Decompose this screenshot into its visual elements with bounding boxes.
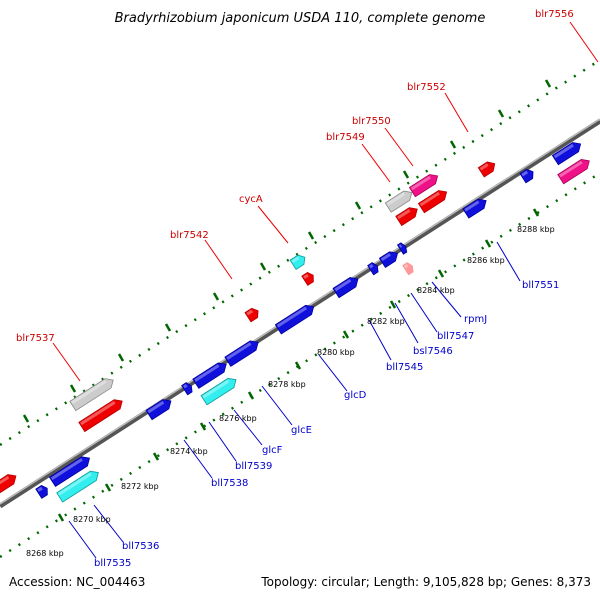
bll7536-gene (48, 456, 91, 488)
tick-marks (57, 208, 540, 522)
gene-label-blr7537: blr7537 (16, 333, 55, 344)
gene-label-cycA: cycA (239, 194, 263, 205)
leader-bll7547 (410, 292, 438, 333)
blr7549-arrow (384, 190, 413, 213)
gene-label-bll7551: bll7551 (522, 280, 559, 291)
gene-features (0, 142, 590, 503)
gene-label-bll7538: bll7538 (211, 478, 248, 489)
forward-tick-marks (22, 79, 552, 423)
blr7552-arrow (477, 161, 496, 178)
leader-glcD (318, 354, 348, 392)
bll7547-gene (396, 242, 408, 255)
leader-blr7537 (52, 342, 81, 382)
blr7537-gene (78, 399, 123, 433)
tick-label: 8288 kbp (517, 225, 555, 234)
leader-lines (52, 21, 599, 559)
tick-label: 8276 kbp (219, 414, 257, 423)
leader-bll7538 (183, 439, 213, 479)
gene-blue-small-42 (35, 485, 48, 499)
gene-blue-3 (462, 198, 487, 219)
rpmJ-gene (402, 262, 414, 276)
blr7537-gray (69, 378, 114, 412)
gene-red-2 (395, 207, 418, 227)
leader-bsl7546 (394, 302, 419, 344)
bll7551-gene (378, 251, 399, 269)
gene-label-bll7536: bll7536 (122, 541, 159, 552)
accession-text: Accession: NC_004463 (9, 575, 145, 589)
gene-label-bsl7546: bsl7546 (413, 346, 453, 357)
forward-dotted-track (0, 58, 600, 447)
gene-blue-160 (145, 399, 172, 421)
tick-label: 8268 kbp (26, 549, 64, 558)
gene-label-bll7539: bll7539 (235, 461, 272, 472)
blr7556-arrow (557, 159, 590, 185)
gene-label-blr7556: blr7556 (535, 9, 574, 20)
blr7542-gene (244, 307, 259, 323)
bll7545-gene (332, 277, 359, 299)
glcF-gene (192, 362, 227, 389)
bsl7546-gene (367, 262, 379, 276)
gene-red-cyc (301, 272, 314, 286)
leader-blr7552 (444, 92, 469, 133)
bll7535-gene (56, 470, 99, 503)
gene-label-glcE: glcE (291, 425, 312, 436)
leader-bll7545 (368, 319, 392, 361)
leader-blr7542 (204, 239, 233, 280)
gene-label-blr7549: blr7549 (326, 132, 365, 143)
cycA-gene (289, 254, 306, 270)
gene-label-glcD: glcD (344, 390, 367, 401)
gene-label-blr7542: blr7542 (170, 230, 209, 241)
summary-text: Topology: circular; Length: 9,105,828 bp… (260, 575, 591, 589)
gene-red-left (0, 474, 17, 496)
tick-label: 8284 kbp (417, 286, 455, 295)
tick-label: 8272 kbp (121, 482, 159, 491)
gene-label-rpmJ: rpmJ (464, 314, 487, 325)
gene-small-blue-1 (519, 168, 534, 184)
leader-bll7551 (496, 241, 521, 282)
leader-rpmJ (431, 281, 462, 318)
tick-label: 8274 kbp (170, 447, 208, 456)
map-title: Bradyrhizobium japonicum USDA 110, compl… (115, 11, 486, 26)
leader-cycA (257, 205, 289, 244)
tick-label: 8286 kbp (467, 256, 505, 265)
bll7538-gene (181, 382, 193, 396)
glcE-gene (224, 340, 259, 367)
gene-label-blr7550: blr7550 (352, 116, 391, 127)
leader-glcF (233, 409, 263, 446)
leader-bll7535 (68, 520, 97, 559)
gene-label-bll7545: bll7545 (386, 362, 423, 373)
blr7550-arrow (408, 174, 439, 198)
reverse-dotted-track (0, 171, 600, 559)
leader-blr7550 (384, 127, 414, 167)
blr7550b-arrow (417, 190, 448, 214)
bll7539-gene (200, 377, 237, 406)
gene-right-blue-1 (551, 142, 582, 166)
glcD-gene (274, 304, 315, 335)
leader-bll7539 (208, 421, 237, 462)
tick-label: 8280 kbp (317, 348, 355, 357)
leader-bll7536 (93, 504, 124, 543)
tick-label: 8282 kbp (367, 317, 405, 326)
tick-label: 8278 kbp (268, 380, 306, 389)
gene-label-glcF: glcF (262, 445, 283, 456)
gene-label-bll7535: bll7535 (94, 558, 131, 569)
gene-label-blr7552: blr7552 (407, 82, 446, 93)
leader-glcE (261, 385, 293, 426)
tick-label: 8270 kbp (73, 515, 111, 524)
leader-blr7556 (569, 21, 599, 63)
leader-blr7549 (361, 143, 391, 183)
gene-label-bll7547: bll7547 (437, 331, 474, 342)
